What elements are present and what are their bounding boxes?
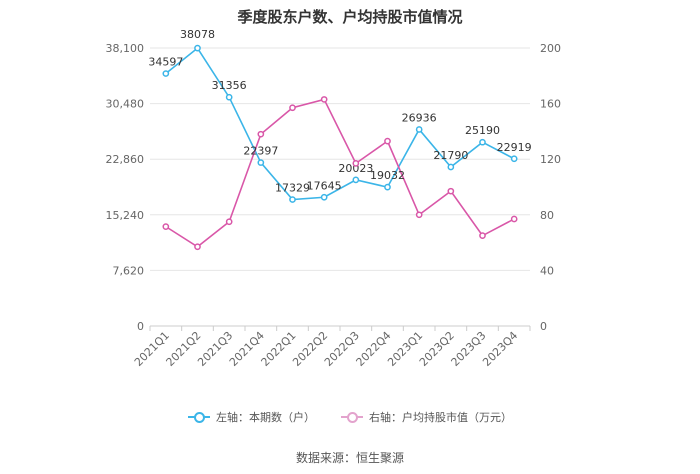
left-axis-tick-label: 38,100 <box>106 42 145 55</box>
left-axis-tick-label: 0 <box>137 320 144 333</box>
market-value-point <box>447 187 455 195</box>
line-series-icon <box>188 411 210 423</box>
right-axis-tick-label: 0 <box>540 320 547 333</box>
market-value-point <box>384 137 391 145</box>
right-axis-tick-label: 160 <box>540 98 561 111</box>
households-data-label: 17645 <box>307 179 342 192</box>
legend: 左轴：本期数（户） 右轴：户均持股市值（万元） <box>0 409 700 425</box>
market-value-point <box>257 130 265 138</box>
households-point <box>479 138 486 146</box>
legend-item-households[interactable]: 左轴：本期数（户） <box>188 409 315 425</box>
households-point <box>257 159 265 166</box>
households-series-line <box>165 46 515 201</box>
households-point <box>447 163 455 171</box>
market-value-point <box>289 104 296 112</box>
market-value-point <box>225 218 233 226</box>
households-data-label: 22397 <box>243 145 278 158</box>
left-axis-tick-label: 7,620 <box>113 264 145 277</box>
households-data-label: 21790 <box>433 149 468 162</box>
right-axis-tick-label: 120 <box>540 153 561 166</box>
households-data-label: 19032 <box>370 169 405 182</box>
households-point <box>194 44 201 52</box>
market-value-point <box>352 160 360 167</box>
market-value-point <box>510 215 518 223</box>
legend-label-households: 左轴：本期数（户） <box>216 411 315 424</box>
market-value-point <box>415 211 423 219</box>
households-point <box>320 193 328 201</box>
market-value-point <box>162 223 170 230</box>
households-point <box>225 93 233 101</box>
households-point <box>415 126 423 133</box>
market-value-point <box>479 232 486 239</box>
x-axis-tick-label: 2023Q4 <box>480 329 520 369</box>
market-value-series-line <box>165 98 515 248</box>
households-data-label: 25190 <box>465 124 500 137</box>
households-point <box>162 70 170 77</box>
households-data-label: 17329 <box>275 182 310 195</box>
households-data-label: 34597 <box>148 56 183 69</box>
households-data-label: 26936 <box>402 111 437 124</box>
households-point <box>510 155 518 163</box>
households-point <box>384 183 391 191</box>
legend-item-market-value[interactable]: 右轴：户均持股市值（万元） <box>341 409 512 425</box>
left-axis-tick-label: 30,480 <box>106 98 145 111</box>
market-value-point <box>320 96 328 103</box>
line-series-icon <box>341 411 363 423</box>
right-axis-tick-label: 80 <box>540 209 554 222</box>
households-point <box>352 176 360 184</box>
households-data-label: 38078 <box>180 28 215 41</box>
left-axis-tick-label: 22,860 <box>106 153 145 166</box>
left-axis-tick-label: 15,240 <box>106 209 145 222</box>
households-data-label: 31356 <box>212 79 247 92</box>
households-data-label: 22919 <box>497 141 532 154</box>
market-value-point <box>194 243 201 251</box>
right-axis-tick-label: 200 <box>540 42 561 55</box>
chart-title: 季度股东户数、户均持股市值情况 <box>237 8 463 26</box>
legend-label-market-value: 右轴：户均持股市值（万元） <box>369 411 512 424</box>
households-data-label: 20023 <box>338 162 373 175</box>
right-axis-tick-label: 40 <box>540 264 554 277</box>
households-point <box>289 196 296 203</box>
source-note: 数据来源：恒生聚源 <box>295 451 404 465</box>
